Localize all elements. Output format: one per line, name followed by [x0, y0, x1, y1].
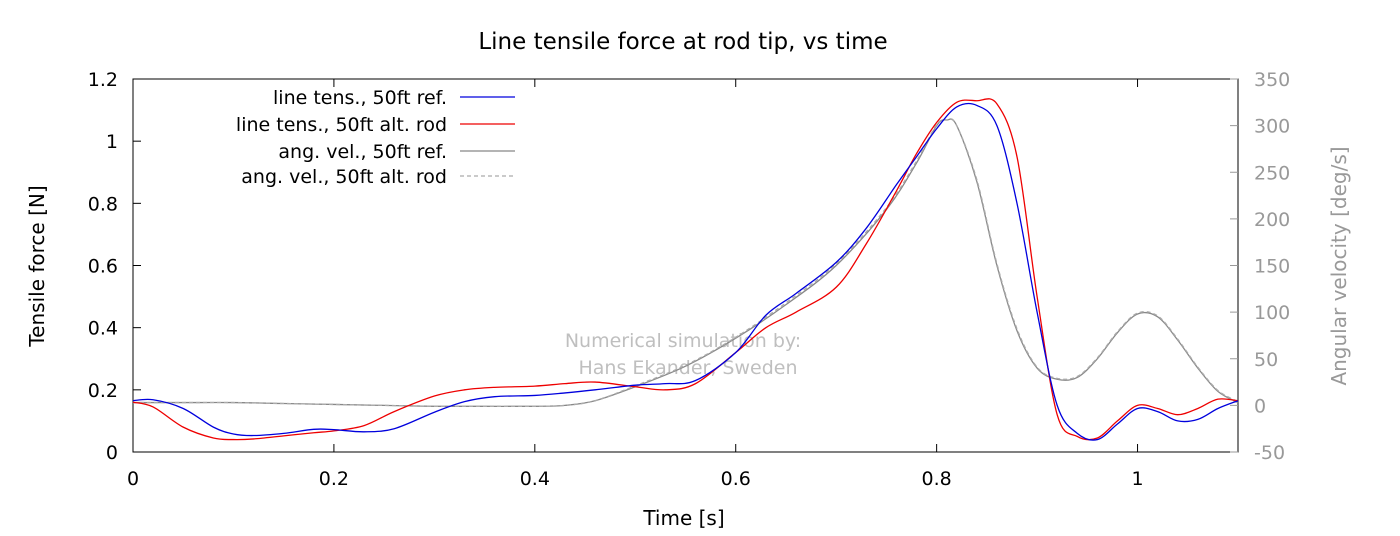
y-tick-label: 1 [106, 131, 118, 153]
y2-tick-label: 250 [1254, 162, 1290, 184]
y2-tick-label: 100 [1254, 302, 1290, 324]
x-tick-label: 0.2 [319, 468, 349, 490]
y2-tick-label: 200 [1254, 209, 1290, 231]
y-axis-right: -50 0 50 100 150 200 250 300 350 [1230, 69, 1290, 464]
y-axis-label-right: Angular velocity [deg/s] [1327, 146, 1351, 385]
y2-tick-label: 50 [1254, 349, 1278, 371]
legend-label: line tens., 50ft ref. [273, 87, 447, 109]
series-layer [132, 98, 1239, 441]
series-line-1 [132, 102, 1239, 441]
legend-entry: line tens., 50ft ref. [273, 87, 515, 109]
y2-tick-label: 300 [1254, 116, 1290, 138]
y2-tick-label: -50 [1254, 442, 1285, 464]
y-tick-label: 0.8 [88, 193, 118, 215]
x-tick-label: 0.8 [922, 468, 952, 490]
legend-label: ang. vel., 50ft ref. [278, 141, 447, 163]
y-axis-left: 0 0.2 0.4 0.6 0.8 1 1.2 [88, 69, 141, 464]
y2-tick-label: 350 [1254, 69, 1290, 91]
legend-label: ang. vel., 50ft alt. rod [241, 166, 447, 188]
legend-entry: ang. vel., 50ft alt. rod [241, 166, 515, 188]
legend-entry: line tens., 50ft alt. rod [236, 114, 515, 136]
x-axis-label: Time [s] [642, 506, 724, 530]
x-tick-label: 1 [1131, 468, 1143, 490]
y-tick-label: 0.4 [88, 318, 118, 340]
x-tick-label: 0 [127, 468, 139, 490]
legend-label: line tens., 50ft alt. rod [236, 114, 447, 136]
y-tick-label: 0.6 [88, 256, 118, 278]
annotation-line-2: Hans Ekander, Sweden [579, 357, 798, 379]
y-tick-label: 0.2 [88, 380, 118, 402]
annotation-line-1: Numerical simulation by: [565, 330, 801, 352]
legend: line tens., 50ft ref. line tens., 50ft a… [236, 87, 515, 188]
chart-title: Line tensile force at rod tip, vs time [478, 29, 887, 55]
y-tick-label: 1.2 [88, 69, 118, 91]
annotation: Numerical simulation by: Hans Ekander, S… [565, 330, 801, 379]
legend-entry: ang. vel., 50ft ref. [278, 141, 515, 163]
series-line-4 [133, 118, 1239, 408]
series-line-2 [132, 98, 1239, 441]
y-tick-label: 0 [106, 442, 118, 464]
x-tick-label: 0.6 [721, 468, 751, 490]
y2-tick-label: 0 [1254, 395, 1266, 417]
x-axis: 0 0.2 0.4 0.6 0.8 1 [127, 79, 1144, 490]
x-tick-label: 0.4 [520, 468, 550, 490]
y2-tick-label: 150 [1254, 256, 1290, 278]
y-axis-label-left: Tensile force [N] [25, 185, 49, 347]
